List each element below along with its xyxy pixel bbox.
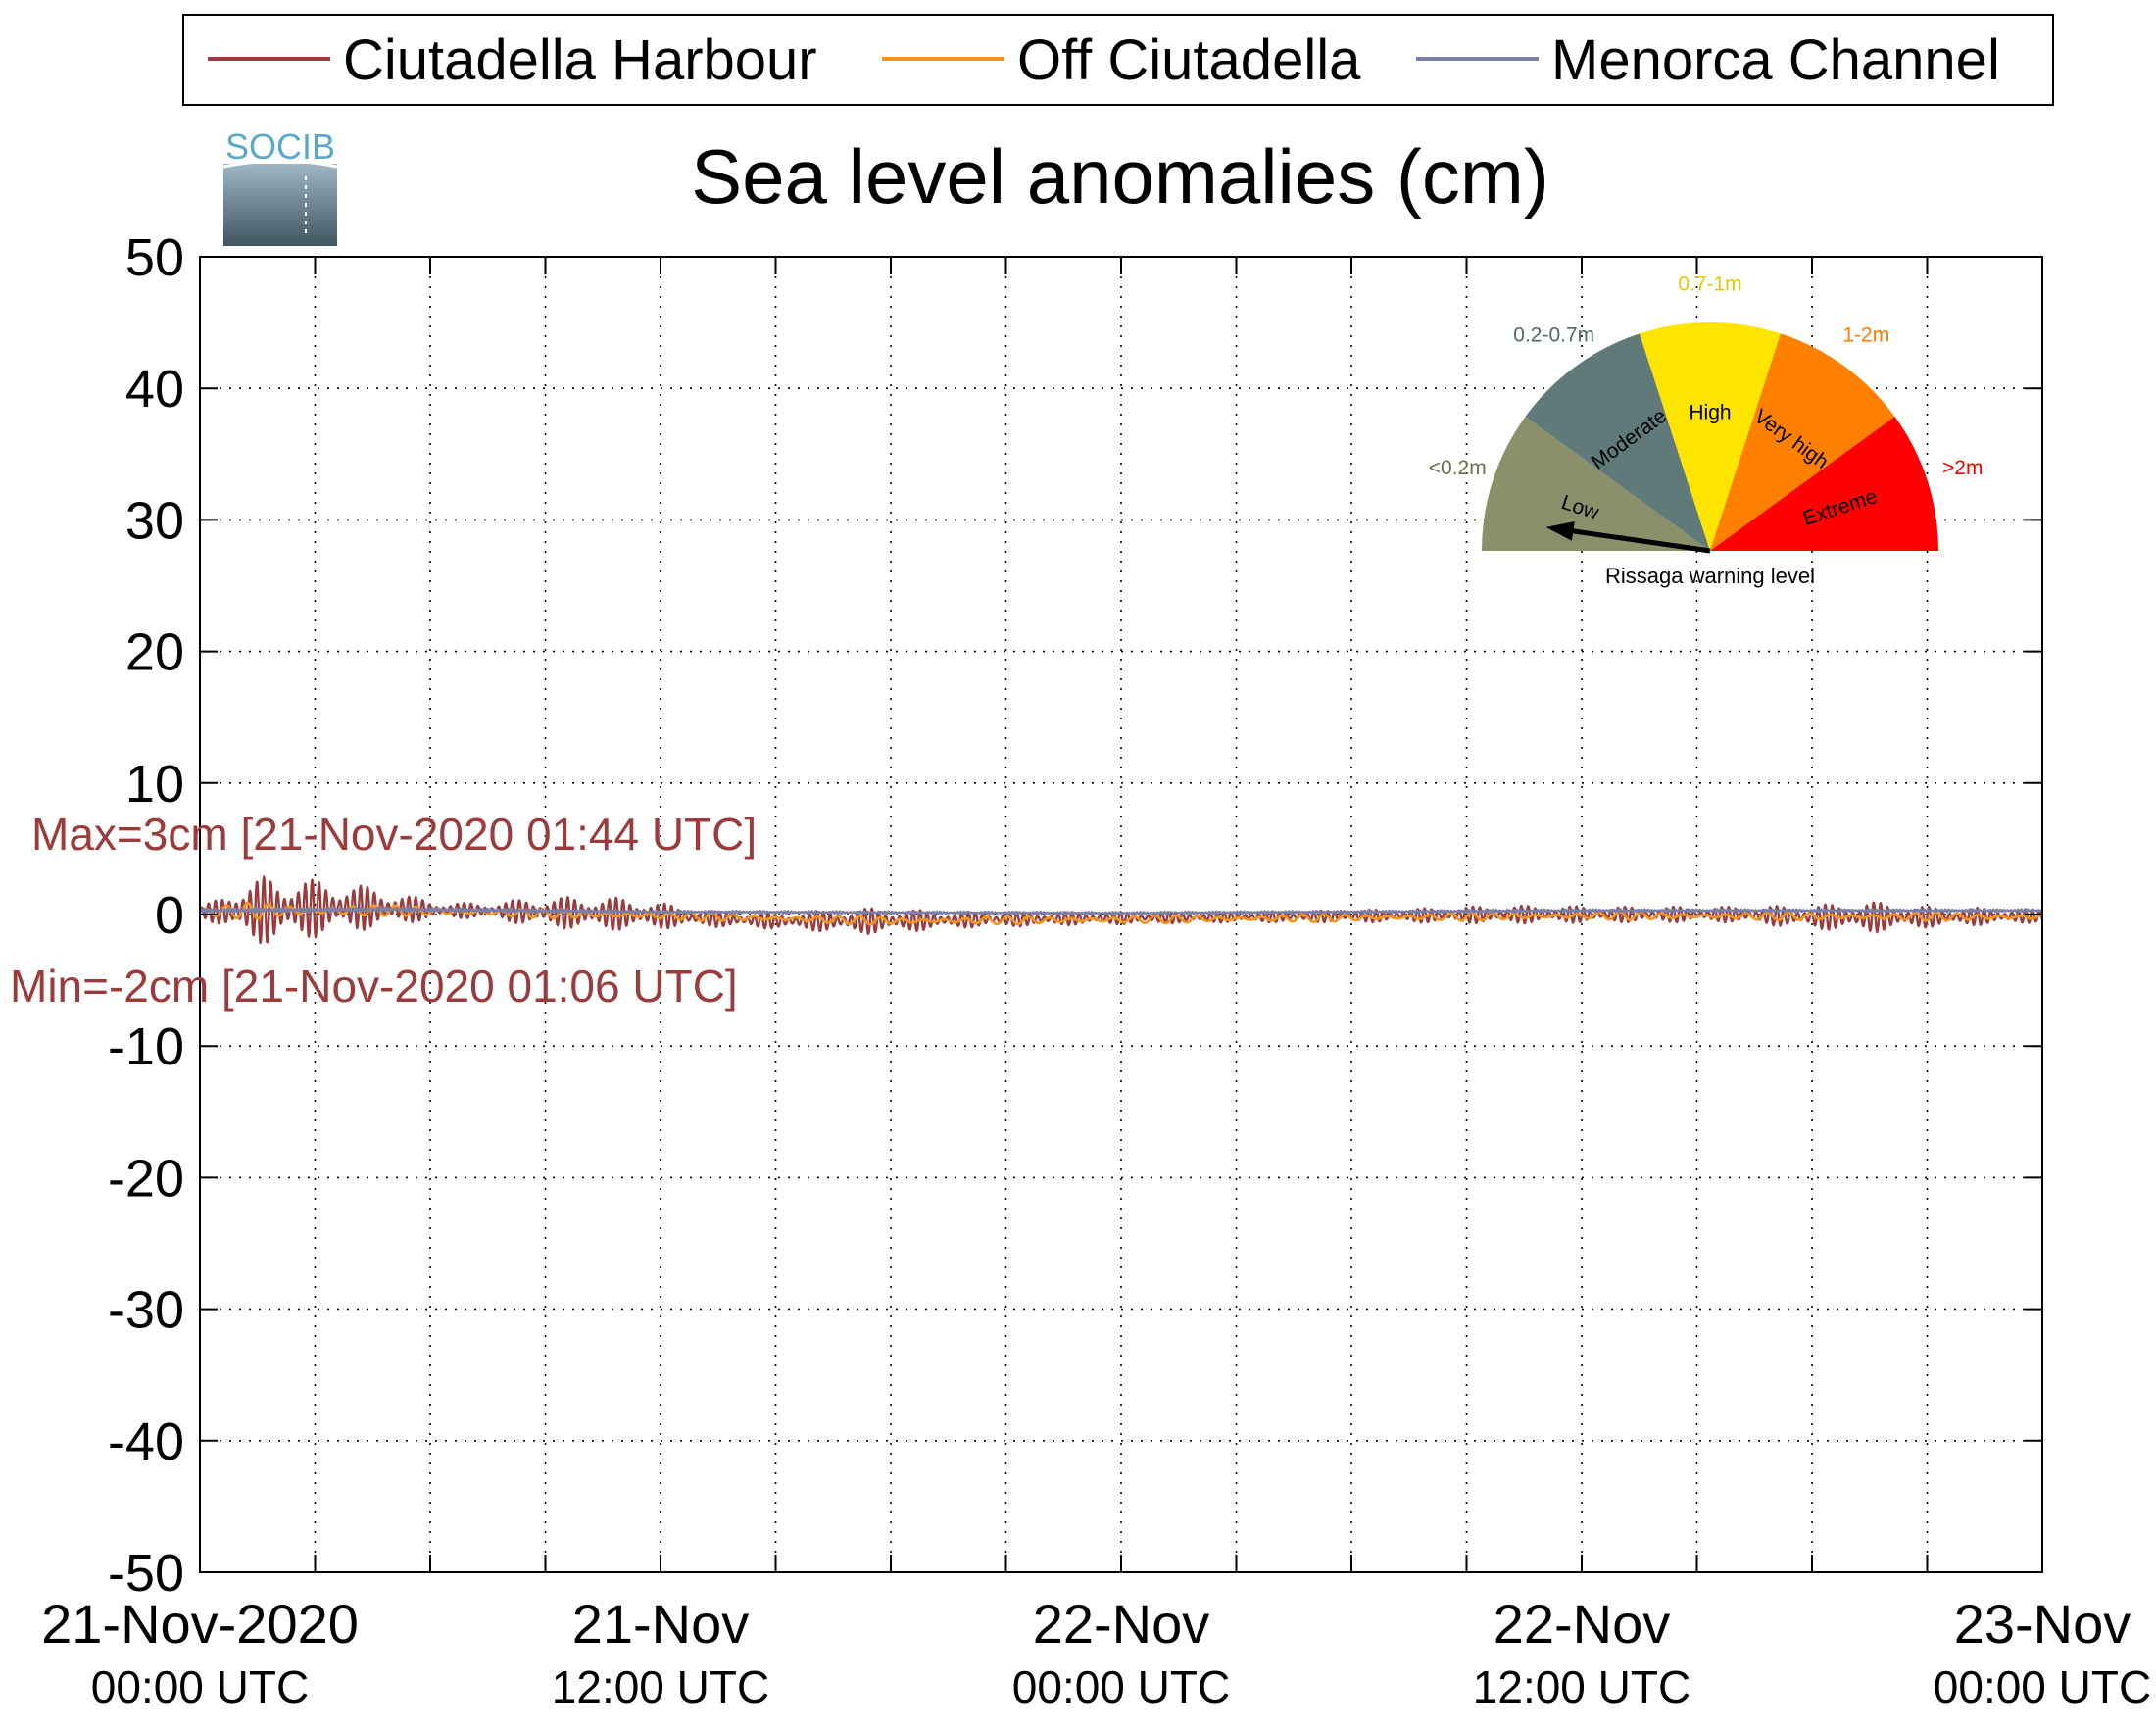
- gauge-needle-head: [1545, 521, 1575, 541]
- x-tick-label-time: 00:00 UTC: [91, 1661, 309, 1712]
- y-tick-label: 40: [125, 360, 184, 419]
- series-line-menorca-channel: [198, 906, 2043, 916]
- rissaga-gauge: Rissaga warning level Low<0.2m Moderate0.…: [1429, 273, 1984, 588]
- legend-label-menorca-channel: Menorca Channel: [1551, 28, 2000, 92]
- gauge-sector-high: [1640, 322, 1781, 551]
- legend-box: [182, 14, 2054, 106]
- series-group: [198, 875, 2044, 945]
- gauge-sector-extreme: [1710, 417, 1938, 551]
- legend-label-off-ciutadella: Off Ciutadella: [1017, 28, 1361, 92]
- gauge-range-label-moderate: 0.2-0.7m: [1513, 323, 1594, 346]
- y-tick-label: -20: [108, 1149, 184, 1208]
- y-tick-label: 50: [125, 228, 184, 287]
- y-tick-label: 30: [125, 491, 184, 550]
- y-tick-labels: -50 -40 -30 -20 -10 0 10 20 30 40 50: [108, 228, 184, 1603]
- y-tick-label: -50: [108, 1544, 184, 1603]
- x-tick-label-date: 21-Nov: [572, 1593, 750, 1655]
- chart-title: Sea level anomalies (cm): [691, 133, 1549, 220]
- legend: Ciutadella Harbour Off Ciutadella Menorc…: [182, 14, 2054, 106]
- x-tick-label-time: 00:00 UTC: [1934, 1661, 2151, 1712]
- x-tick-label-date: 22-Nov: [1033, 1593, 1210, 1655]
- gauge-sector-very-high: [1710, 333, 1895, 551]
- gauge-sector-label-high: High: [1689, 402, 1731, 424]
- x-tick-label-time: 12:00 UTC: [552, 1661, 769, 1712]
- gauge-sector-moderate: [1525, 333, 1710, 551]
- y-tick-label: -40: [108, 1412, 184, 1471]
- y-tick-label: 0: [155, 886, 184, 945]
- series-line-off-ciutadella: [199, 901, 2043, 926]
- legend-label-ciutadella-harbour: Ciutadella Harbour: [343, 28, 817, 92]
- min-annotation: Min=-2cm [21-Nov-2020 01:06 UTC]: [10, 961, 738, 1012]
- max-annotation: Max=3cm [21-Nov-2020 01:44 UTC]: [31, 809, 757, 860]
- y-tick-label: -10: [108, 1017, 184, 1076]
- x-tick-label-date: 22-Nov: [1494, 1593, 1671, 1655]
- gauge-range-label-extreme: >2m: [1942, 457, 1983, 479]
- x-tick-label-date: 21-Nov-2020: [41, 1593, 359, 1655]
- x-tick-label-date: 23-Nov: [1954, 1593, 2132, 1655]
- gauge-range-label-low: <0.2m: [1429, 457, 1487, 479]
- y-tick-label: -30: [108, 1281, 184, 1340]
- x-tick-label-time: 00:00 UTC: [1012, 1661, 1230, 1712]
- gauge-sector-low: [1482, 417, 1710, 551]
- tick-marks: [199, 256, 2043, 1573]
- logo-block: [223, 164, 337, 246]
- logo-text: SOCIB: [225, 126, 335, 167]
- y-tick-label: 20: [125, 623, 184, 682]
- gauge-caption: Rissaga warning level: [1605, 564, 1815, 588]
- y-tick-label: 10: [125, 755, 184, 814]
- gauge-range-label-high: 0.7-1m: [1678, 273, 1741, 296]
- gauge-needle: [1551, 525, 1711, 554]
- socib-logo: SOCIB: [222, 126, 338, 246]
- x-tick-labels: 21-Nov-2020 00:00 UTC 21-Nov 12:00 UTC 22-No…: [41, 1593, 2151, 1712]
- x-tick-label-time: 12:00 UTC: [1473, 1661, 1690, 1712]
- gauge-range-label-very-high: 1-2m: [1842, 323, 1889, 346]
